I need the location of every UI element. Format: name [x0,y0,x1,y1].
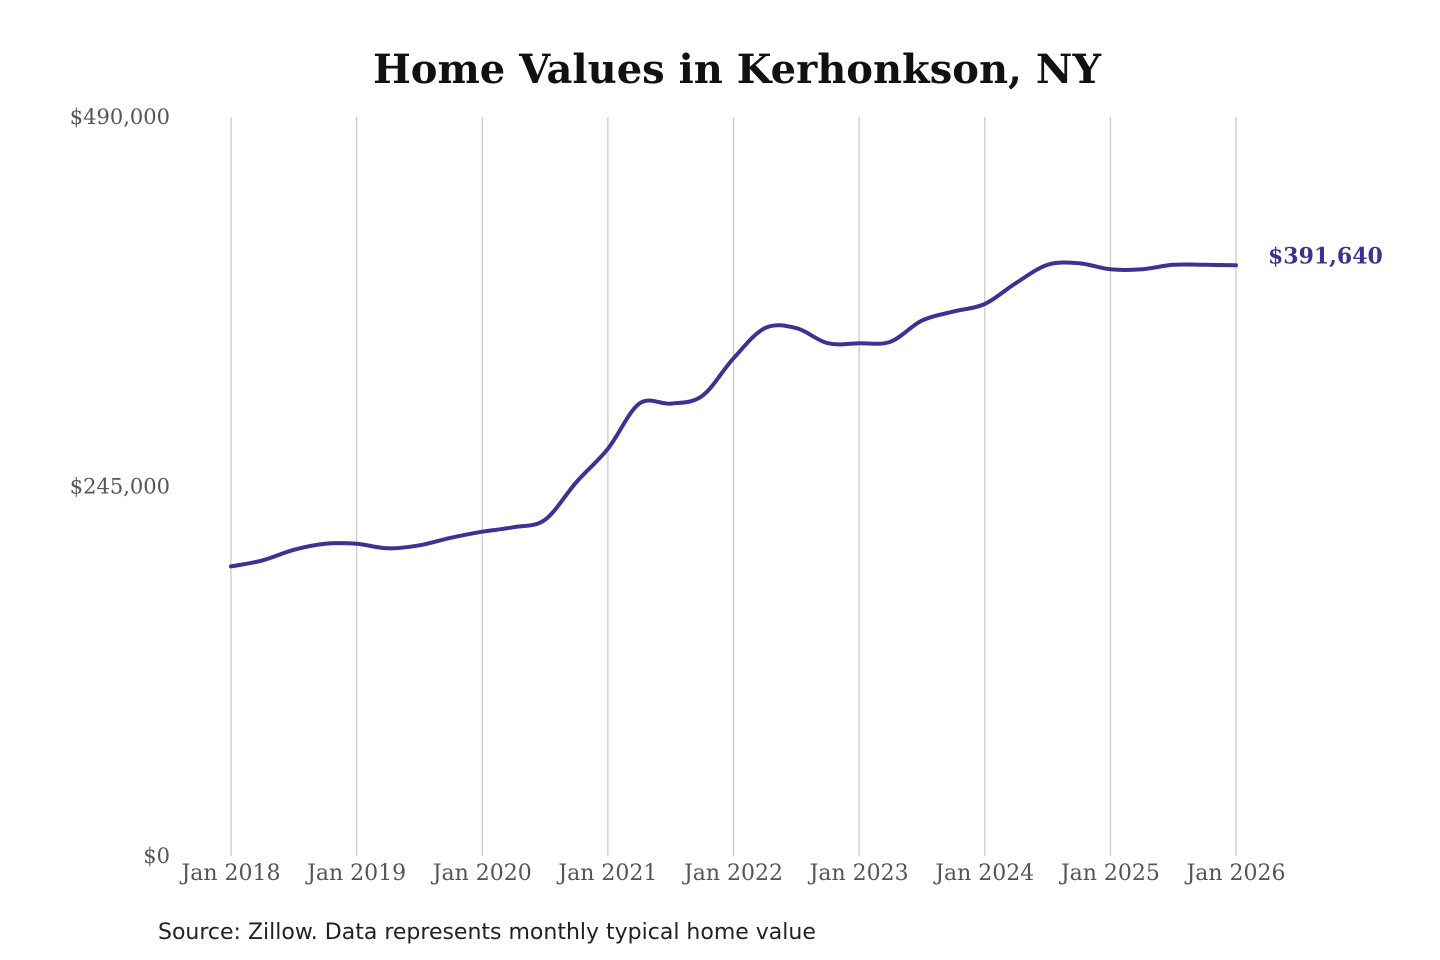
y-tick-label: $245,000 [70,475,170,499]
source-note: Source: Zillow. Data represents monthly … [158,920,816,945]
x-tick-label: Jan 2021 [556,861,657,886]
x-tick-label: Jan 2026 [1184,861,1285,886]
x-tick-label: Jan 2025 [1059,861,1160,886]
chart-title: Home Values in Kerhonkson, NY [373,46,1101,93]
x-axis: Jan 2018 Jan 2019 Jan 2020 Jan 2021 Jan 2022… [179,861,1285,886]
y-axis: $0 $245,000 $490,000 [70,105,170,868]
x-tick-label: Jan 2018 [179,861,280,886]
series-layer [229,260,1238,569]
grid-layer [230,117,1237,856]
y-tick-label: $0 [143,844,170,868]
y-tick-label: $490,000 [70,105,170,129]
x-tick-label: Jan 2023 [808,861,909,886]
x-tick-label: Jan 2022 [682,861,783,886]
x-tick-label: Jan 2024 [933,861,1034,886]
series-line [229,260,1238,569]
x-tick-label: Jan 2019 [305,861,406,886]
end-value-label: $391,640 [1268,243,1383,269]
x-tick-label: Jan 2020 [431,861,532,886]
